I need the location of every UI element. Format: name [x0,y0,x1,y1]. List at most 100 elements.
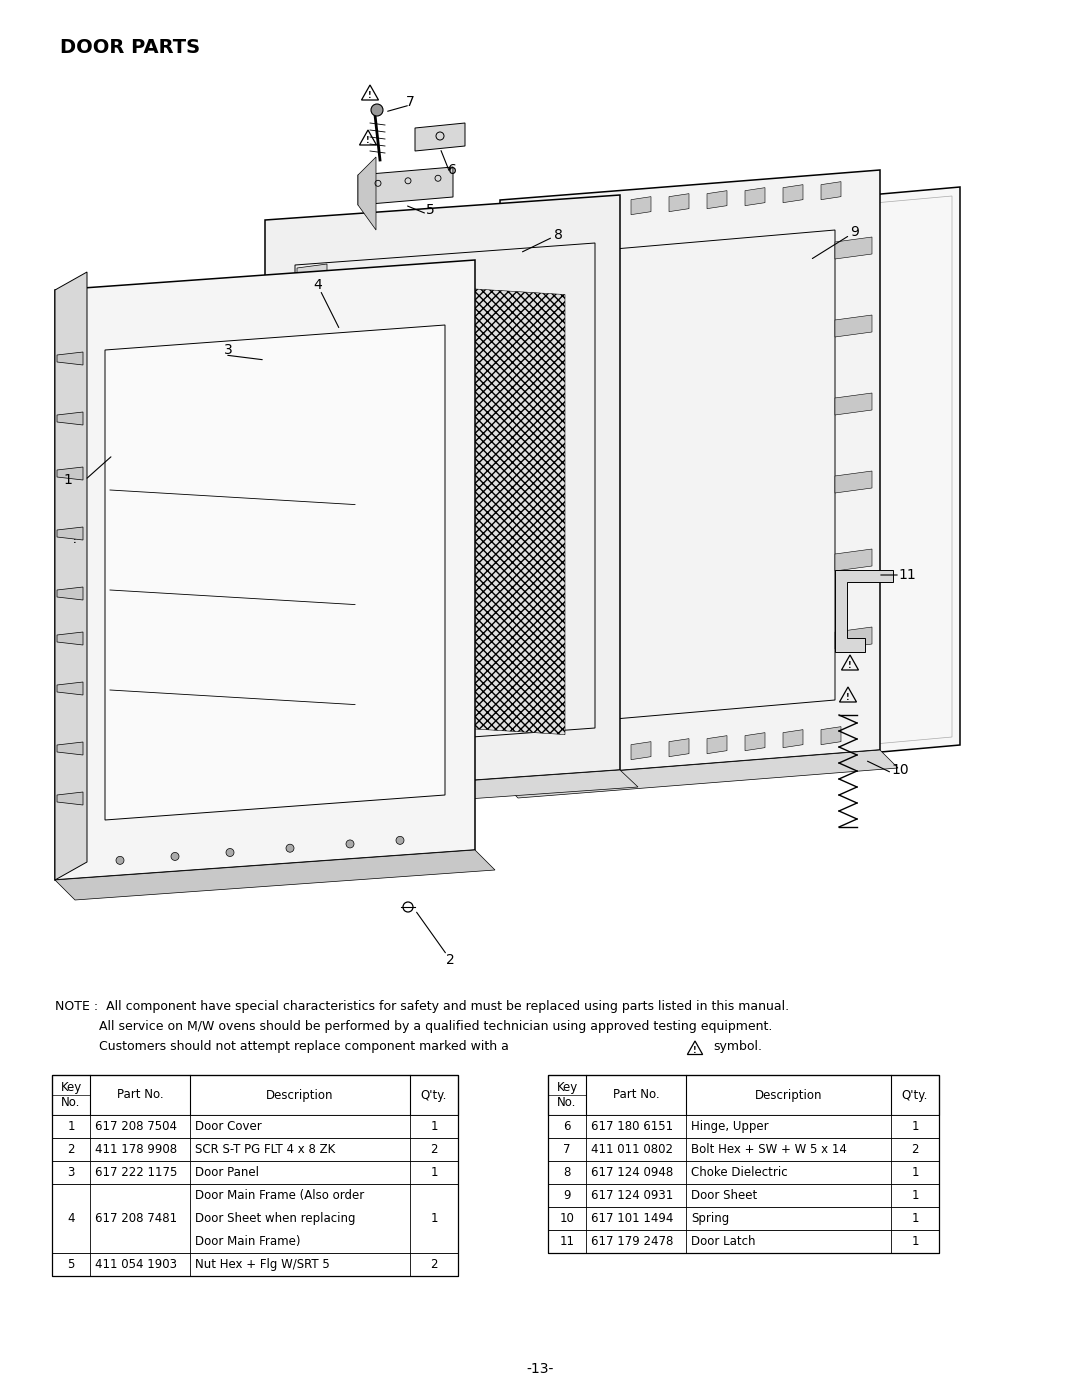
Text: 1: 1 [64,474,72,488]
Text: !: ! [847,693,850,703]
Circle shape [396,837,404,844]
Text: 2: 2 [67,1143,75,1155]
Text: 1: 1 [912,1120,919,1133]
Polygon shape [57,412,83,425]
Text: !: ! [366,136,369,145]
Polygon shape [55,849,495,900]
Text: Door Cover: Door Cover [195,1120,261,1133]
Polygon shape [555,747,575,766]
Text: !: ! [73,536,77,545]
Text: Choke Dielectric: Choke Dielectric [691,1166,787,1179]
Text: 1: 1 [430,1213,437,1225]
Text: 617 179 2478: 617 179 2478 [591,1235,673,1248]
Text: Q'ty.: Q'ty. [421,1088,447,1101]
Polygon shape [508,344,545,365]
Text: 1: 1 [67,1120,75,1133]
Polygon shape [357,156,376,231]
Text: 1: 1 [912,1166,919,1179]
Text: Key
No.: Key No. [60,1081,82,1109]
Text: Hinge, Upper: Hinge, Upper [691,1120,769,1133]
Polygon shape [57,587,83,599]
Text: Customers should not attempt replace component marked with a: Customers should not attempt replace com… [55,1039,509,1053]
Text: 2: 2 [430,1259,437,1271]
Text: 9: 9 [564,1189,570,1201]
Polygon shape [669,194,689,212]
Polygon shape [593,745,613,763]
Bar [52,1076,458,1115]
Text: 411 054 1903: 411 054 1903 [95,1259,177,1271]
Polygon shape [508,577,545,599]
Circle shape [116,856,124,865]
Bar [548,1076,939,1115]
Text: Nut Hex + Flg W/SRT 5: Nut Hex + Flg W/SRT 5 [195,1259,329,1271]
Bar [548,1139,939,1161]
Polygon shape [105,326,445,820]
Text: 4: 4 [313,278,322,292]
Text: 5: 5 [67,1259,75,1271]
Polygon shape [500,750,897,798]
Bar [548,1229,939,1253]
Polygon shape [55,260,475,880]
Bar [548,1076,939,1253]
Polygon shape [631,742,651,760]
Polygon shape [783,184,804,203]
Polygon shape [508,265,545,286]
Text: 5: 5 [426,203,434,217]
Bar [52,1161,458,1185]
Polygon shape [745,732,765,750]
Circle shape [171,852,179,861]
Text: Key
No.: Key No. [556,1081,578,1109]
Circle shape [226,848,234,856]
Polygon shape [593,200,613,218]
Polygon shape [57,792,83,805]
Polygon shape [57,527,83,541]
Polygon shape [415,123,465,151]
Text: 2: 2 [430,1143,437,1155]
Polygon shape [700,187,960,768]
Text: 2: 2 [912,1143,919,1155]
Text: Bolt Hex + SW + W 5 x 14: Bolt Hex + SW + W 5 x 14 [691,1143,847,1155]
Text: 2: 2 [446,953,455,967]
Polygon shape [835,570,893,652]
Text: 8: 8 [564,1166,570,1179]
Polygon shape [631,197,651,215]
Text: Door Sheet when replacing: Door Sheet when replacing [195,1213,355,1225]
Text: 6: 6 [447,163,457,177]
Polygon shape [555,203,575,221]
Polygon shape [707,190,727,208]
Polygon shape [500,170,880,780]
Text: 617 101 1494: 617 101 1494 [591,1213,673,1225]
Bar [548,1207,939,1229]
Text: 1: 1 [430,1120,437,1133]
Text: All service on M/W ovens should be performed by a qualified technician using app: All service on M/W ovens should be perfo… [55,1020,772,1032]
Text: 1: 1 [912,1213,919,1225]
Polygon shape [821,726,841,745]
Polygon shape [265,770,638,812]
Polygon shape [508,420,545,443]
Polygon shape [821,182,841,200]
Text: 4: 4 [67,1213,75,1225]
Text: SCR S-T PG FLT 4 x 8 ZK: SCR S-T PG FLT 4 x 8 ZK [195,1143,335,1155]
Text: 8: 8 [554,228,563,242]
Text: 6: 6 [564,1120,570,1133]
Text: 1: 1 [912,1189,919,1201]
Text: 10: 10 [559,1213,575,1225]
Polygon shape [745,187,765,205]
Polygon shape [508,655,545,678]
Text: 1: 1 [430,1166,437,1179]
Polygon shape [55,272,87,880]
Polygon shape [508,499,545,521]
Polygon shape [357,168,453,205]
Bar [52,1253,458,1275]
Polygon shape [835,549,872,571]
Polygon shape [57,682,83,694]
Text: 9: 9 [851,225,860,239]
Text: Door Latch: Door Latch [691,1235,756,1248]
Text: 411 178 9908: 411 178 9908 [95,1143,177,1155]
Text: Q'ty.: Q'ty. [902,1088,928,1101]
Polygon shape [835,627,872,650]
Text: Spring: Spring [691,1213,729,1225]
Text: DOOR PARTS: DOOR PARTS [60,38,200,57]
Text: !: ! [303,372,307,380]
Text: 3: 3 [67,1166,75,1179]
